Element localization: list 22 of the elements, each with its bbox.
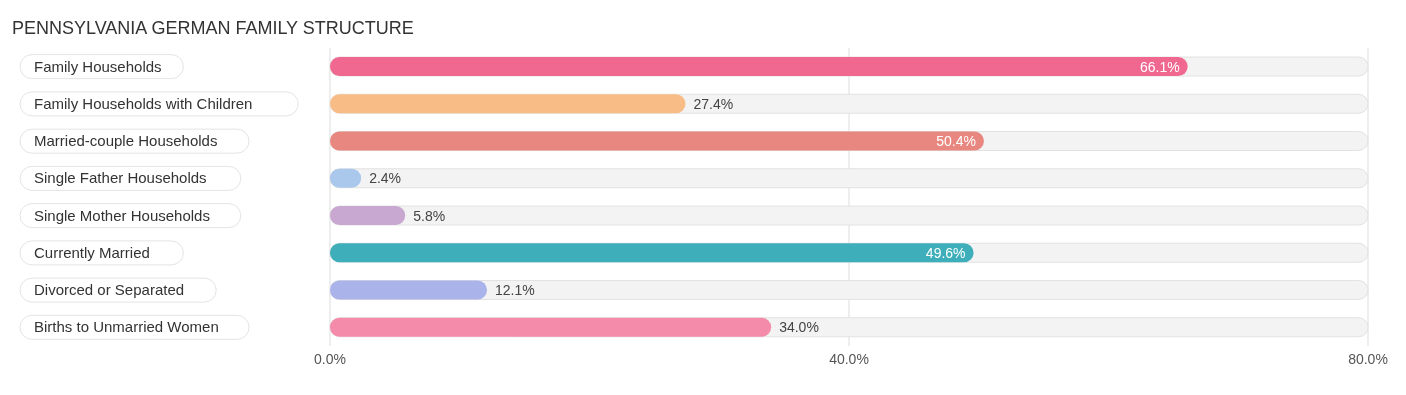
y-tick-label: Family Households bbox=[34, 57, 162, 75]
data-label: 2.4% bbox=[369, 170, 402, 187]
data-label: 5.8% bbox=[413, 207, 446, 224]
y-tick-label: Family Households with Children bbox=[34, 94, 253, 112]
x-tick-label: 40.0% bbox=[829, 350, 869, 367]
data-label: 50.4% bbox=[936, 133, 976, 149]
y-tick-label: Divorced or Separated bbox=[34, 281, 185, 299]
bar bbox=[330, 206, 406, 225]
data-label: 66.1% bbox=[1139, 58, 1180, 75]
chart-title: PENNSYLVANIA GERMAN FAMILY STRUCTURE bbox=[11, 17, 415, 40]
y-tick-label: Currently Married bbox=[34, 243, 150, 261]
y-tick-label: Single Mother Households bbox=[34, 206, 210, 224]
x-tick-label: 80.0% bbox=[1348, 350, 1388, 367]
data-label: 49.6% bbox=[925, 244, 966, 261]
y-tick-label: Married-couple Households bbox=[34, 132, 218, 150]
data-label: 12.1% bbox=[495, 282, 535, 298]
y-tick-label: Births to Unmarried Women bbox=[34, 318, 219, 336]
y-tick-label: Single Father Households bbox=[34, 169, 207, 187]
bar bbox=[330, 280, 487, 300]
data-label: 27.4% bbox=[693, 95, 734, 112]
x-tick-label: 0.0% bbox=[314, 350, 346, 367]
data-label: 34.0% bbox=[779, 319, 819, 336]
